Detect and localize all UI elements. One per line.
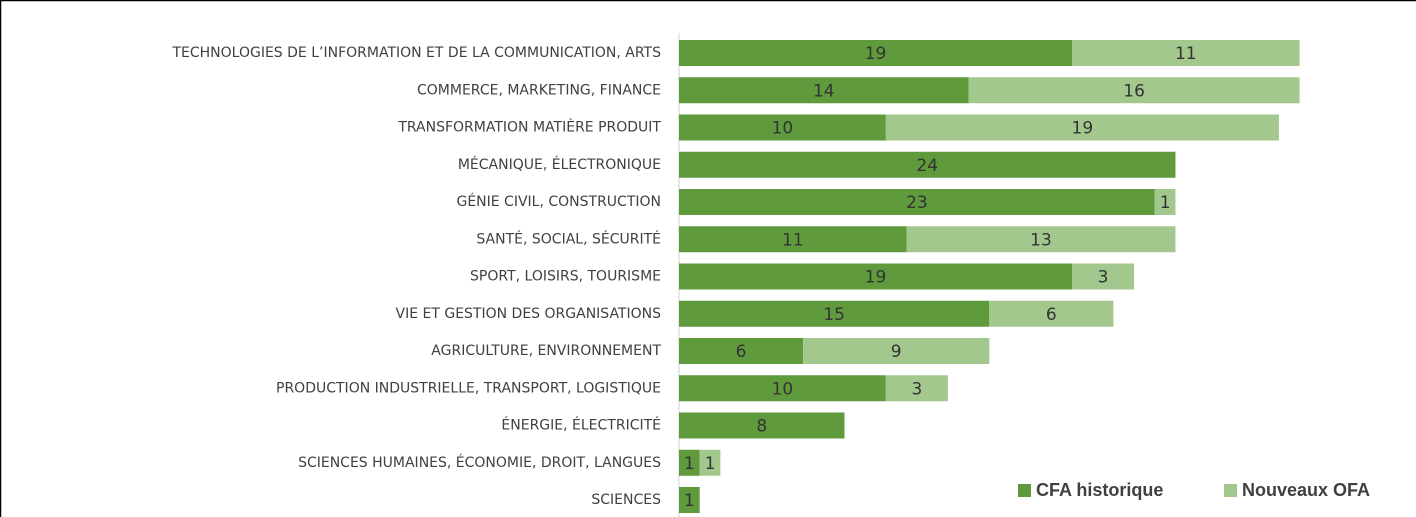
bar-segment: [679, 375, 886, 402]
legend-label: CFA historique: [1036, 480, 1163, 500]
bar-segment: [679, 226, 907, 253]
bar-segment: [679, 151, 1176, 178]
category-label: MÉCANIQUE, ÉLECTRONIQUE: [458, 156, 661, 173]
bar-segment: [679, 189, 1155, 215]
value-label: 1: [684, 454, 695, 474]
value-label: 19: [865, 44, 887, 64]
category-label: AGRICULTURE, ENVIRONNEMENT: [431, 343, 661, 359]
category-label: COMMERCE, MARKETING, FINANCE: [417, 82, 661, 98]
bar-segment: [803, 338, 990, 364]
category-label: SCIENCES: [591, 492, 661, 508]
value-label: 6: [1046, 305, 1057, 325]
bar-segment: [885, 375, 948, 402]
value-label: 15: [823, 305, 845, 325]
value-label: 16: [1123, 81, 1145, 101]
legend-label: Nouveaux OFA: [1242, 480, 1370, 500]
legend-swatch: [1018, 484, 1031, 497]
value-label: 10: [772, 119, 794, 139]
bar-segment: [679, 77, 969, 104]
category-label: ÉNERGIE, ÉLECTRICITÉ: [501, 417, 661, 434]
bar-segment: [885, 114, 1279, 141]
bar-segment: [679, 40, 1073, 66]
value-label: 14: [813, 81, 835, 101]
bar-segment: [679, 263, 1073, 290]
bar-segment: [906, 226, 1176, 253]
bar-segment: [679, 412, 845, 439]
bar-segment: [679, 300, 990, 327]
category-label: TECHNOLOGIES DE L’INFORMATION ET DE LA C…: [171, 45, 661, 61]
value-label: 1: [705, 454, 716, 474]
value-label: 6: [736, 342, 747, 362]
value-label: 1: [684, 491, 695, 511]
category-label: GÉNIE CIVIL, CONSTRUCTION: [456, 193, 661, 210]
value-label: 10: [772, 379, 794, 399]
legend-swatch: [1224, 484, 1237, 497]
category-label: PRODUCTION INDUSTRIELLE, TRANSPORT, LOGI…: [276, 380, 661, 396]
value-label: 19: [865, 268, 887, 288]
category-label: VIE ET GESTION DES ORGANISATIONS: [396, 306, 662, 322]
value-label: 13: [1030, 230, 1052, 250]
category-label: SANTÉ, SOCIAL, SÉCURITÉ: [476, 230, 661, 247]
value-label: 11: [1175, 44, 1197, 64]
bar-segment: [1072, 40, 1300, 66]
value-label: 3: [911, 379, 922, 399]
bar-segment: [679, 114, 886, 141]
value-label: 11: [782, 230, 804, 250]
category-label: SCIENCES HUMAINES, ÉCONOMIE, DROIT, LANG…: [298, 454, 661, 471]
bar-segment: [968, 77, 1300, 104]
bar-segment: [699, 449, 721, 476]
category-label: SPORT, LOISIRS, TOURISME: [470, 269, 661, 285]
value-label: 24: [916, 156, 938, 176]
bar-segment: [1072, 263, 1135, 290]
bar-segment: [679, 449, 700, 476]
value-label: 8: [756, 417, 767, 437]
value-label: 19: [1072, 119, 1094, 139]
value-label: 23: [906, 193, 928, 213]
bar-segment: [989, 300, 1114, 327]
bar-segment: [679, 487, 700, 513]
value-label: 1: [1160, 193, 1171, 213]
value-label: 3: [1098, 268, 1109, 288]
bar-segment: [679, 338, 804, 364]
category-label: TRANSFORMATION MATIÈRE PRODUIT: [397, 119, 661, 136]
bar-segment: [1154, 189, 1176, 215]
value-label: 9: [891, 342, 902, 362]
